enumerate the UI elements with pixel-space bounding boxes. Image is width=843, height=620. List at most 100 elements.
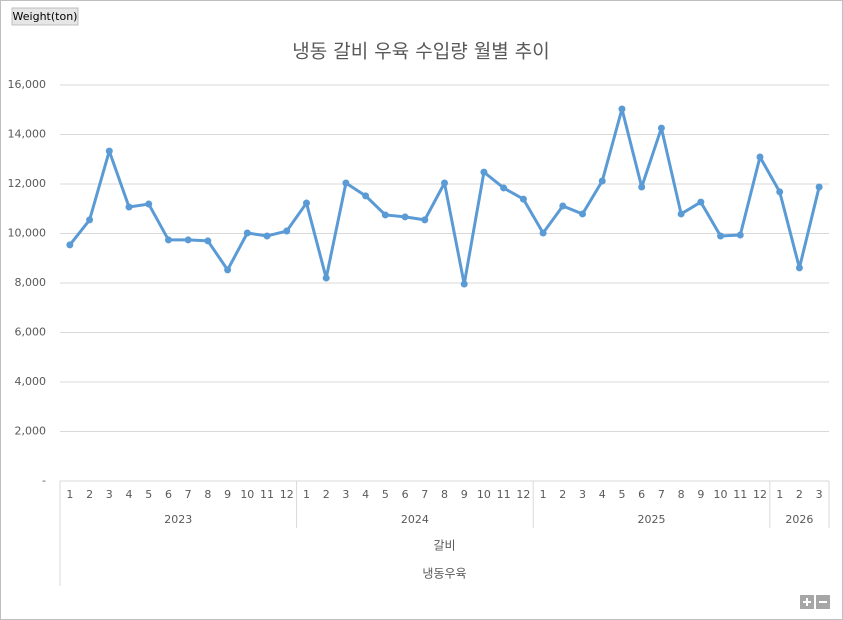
marker bbox=[342, 179, 350, 187]
marker bbox=[815, 183, 823, 191]
marker bbox=[145, 200, 153, 208]
x-tick-label: 3 bbox=[342, 488, 349, 501]
marker bbox=[500, 184, 508, 192]
marker bbox=[381, 211, 389, 219]
marker bbox=[697, 198, 705, 206]
x-tick-label: 9 bbox=[224, 488, 231, 501]
x-tick-label: 7 bbox=[658, 488, 665, 501]
x-tick-label: 1 bbox=[66, 488, 73, 501]
marker bbox=[480, 168, 488, 176]
marker bbox=[717, 232, 725, 240]
y-tick-label: 8,000 bbox=[15, 276, 47, 289]
x-tick-label: 6 bbox=[638, 488, 645, 501]
y-tick-label: 4,000 bbox=[15, 375, 47, 388]
x-tick-label: 11 bbox=[260, 488, 274, 501]
marker bbox=[243, 229, 251, 237]
field-button-bg[interactable] bbox=[11, 7, 79, 26]
marker bbox=[579, 210, 587, 218]
marker bbox=[125, 203, 133, 211]
y-tick-label: 6,000 bbox=[15, 326, 47, 339]
marker bbox=[105, 147, 113, 155]
marker bbox=[224, 266, 232, 274]
marker bbox=[441, 179, 448, 187]
x-tick-label: 1 bbox=[776, 488, 783, 501]
marker bbox=[263, 232, 271, 240]
x-tick-label: 4 bbox=[362, 488, 369, 501]
marker bbox=[322, 274, 330, 282]
x-tick-label: 10 bbox=[240, 488, 254, 501]
x-tick-label: 12 bbox=[280, 488, 294, 501]
marker bbox=[460, 280, 468, 288]
marker bbox=[598, 177, 606, 185]
x-tick-label: 4 bbox=[126, 488, 133, 501]
marker bbox=[401, 213, 409, 221]
y-tick-label: 14,000 bbox=[8, 128, 47, 141]
x-tick-label: 3 bbox=[106, 488, 113, 501]
chart-title: 냉동 갈비 우육 수입량 월별 추이 bbox=[292, 41, 549, 63]
year-label: 2023 bbox=[164, 513, 192, 526]
x-tick-label: 8 bbox=[204, 488, 211, 501]
y-tick-label: 12,000 bbox=[8, 177, 47, 190]
marker bbox=[283, 227, 291, 235]
x-tick-label: 6 bbox=[402, 488, 409, 501]
marker bbox=[164, 236, 172, 244]
year-label: 2026 bbox=[785, 513, 813, 526]
plus-icon bbox=[803, 598, 811, 606]
x-tick-label: 2 bbox=[796, 488, 803, 501]
y-tick-label: - bbox=[42, 474, 46, 487]
product-label: 냉동우육 bbox=[422, 567, 466, 581]
marker bbox=[539, 229, 547, 237]
x-tick-label: 4 bbox=[599, 488, 606, 501]
y-tick-label: 16,000 bbox=[8, 78, 47, 91]
x-tick-label: 2 bbox=[323, 488, 330, 501]
field-button[interactable]: Weight(ton) bbox=[13, 10, 78, 23]
x-tick-label: 2 bbox=[559, 488, 566, 501]
x-tick-label: 10 bbox=[714, 488, 728, 501]
marker bbox=[204, 237, 212, 245]
marker bbox=[66, 241, 74, 249]
x-tick-label: 7 bbox=[421, 488, 428, 501]
x-tick-label: 10 bbox=[477, 488, 491, 501]
marker bbox=[184, 236, 192, 244]
x-tick-label: 12 bbox=[753, 488, 767, 501]
marker bbox=[302, 199, 310, 207]
x-tick-label: 9 bbox=[697, 488, 704, 501]
zoom-buttons bbox=[800, 595, 830, 609]
x-tick-label: 2 bbox=[86, 488, 93, 501]
marker bbox=[638, 183, 646, 191]
marker bbox=[756, 153, 764, 161]
marker bbox=[86, 216, 94, 224]
year-label: 2024 bbox=[401, 513, 429, 526]
marker bbox=[657, 124, 665, 132]
x-tick-label: 1 bbox=[540, 488, 547, 501]
x-tick-label: 3 bbox=[816, 488, 823, 501]
marker bbox=[559, 202, 567, 210]
marker bbox=[795, 264, 803, 272]
marker bbox=[421, 216, 429, 224]
cut-label: 갈비 bbox=[433, 539, 455, 553]
x-tick-label: 5 bbox=[145, 488, 152, 501]
x-tick-label: 5 bbox=[618, 488, 625, 501]
x-tick-label: 9 bbox=[461, 488, 468, 501]
x-tick-label: 11 bbox=[733, 488, 747, 501]
x-tick-label: 7 bbox=[185, 488, 192, 501]
x-tick-label: 11 bbox=[497, 488, 511, 501]
y-tick-label: 10,000 bbox=[8, 227, 47, 240]
marker bbox=[362, 192, 370, 200]
marker bbox=[519, 195, 527, 203]
x-tick-label: 12 bbox=[516, 488, 530, 501]
marker bbox=[618, 105, 626, 113]
x-tick-label: 8 bbox=[678, 488, 685, 501]
marker bbox=[736, 231, 744, 239]
x-tick-label: 5 bbox=[382, 488, 389, 501]
marker bbox=[776, 188, 784, 196]
x-tick-label: 8 bbox=[441, 488, 448, 501]
x-tick-label: 1 bbox=[303, 488, 310, 501]
x-tick-label: 6 bbox=[165, 488, 172, 501]
x-tick-label: 3 bbox=[579, 488, 586, 501]
y-tick-label: 2,000 bbox=[15, 425, 47, 438]
marker bbox=[677, 210, 685, 218]
year-label: 2025 bbox=[638, 513, 666, 526]
